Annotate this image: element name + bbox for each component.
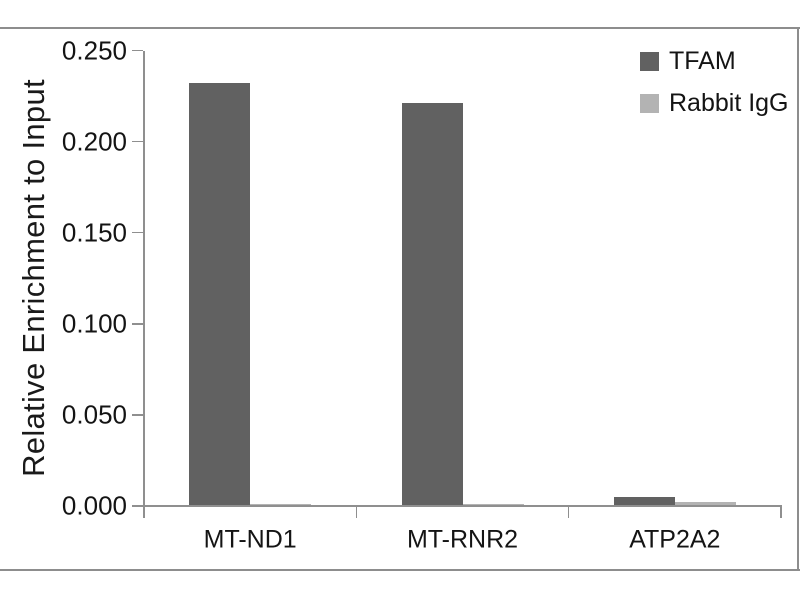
frame-bottom-rule bbox=[0, 569, 800, 571]
frame-right-rule bbox=[797, 27, 799, 571]
legend-swatch-rabbit-igg bbox=[640, 94, 659, 113]
y-tick-label: 0.050 bbox=[61, 399, 127, 430]
frame-top-rule bbox=[0, 27, 800, 29]
y-tick-label: 0.150 bbox=[61, 217, 127, 248]
bar-tfam-mt-nd1 bbox=[189, 83, 251, 506]
x-tick-mark bbox=[355, 505, 358, 518]
x-category-label: ATP2A2 bbox=[629, 525, 721, 554]
bar-rabbit-igg-mt-nd1 bbox=[250, 504, 312, 506]
bar-tfam-mt-rnr2 bbox=[401, 103, 463, 506]
y-tick-label: 0.100 bbox=[61, 308, 127, 339]
y-tick-mark bbox=[132, 323, 144, 325]
legend: TFAM Rabbit IgG bbox=[640, 43, 789, 127]
x-tick-mark bbox=[143, 505, 145, 518]
legend-item-rabbit-igg: Rabbit IgG bbox=[640, 85, 789, 122]
bar-rabbit-igg-mt-rnr2 bbox=[462, 504, 524, 506]
legend-item-tfam: TFAM bbox=[640, 43, 789, 80]
x-tick-mark bbox=[780, 505, 782, 518]
y-tick-mark bbox=[132, 140, 144, 143]
legend-swatch-tfam bbox=[640, 52, 659, 71]
y-tick-mark bbox=[132, 505, 144, 507]
x-category-label: MT-RNR2 bbox=[406, 525, 519, 554]
y-tick-mark bbox=[132, 414, 144, 416]
legend-label-rabbit-igg: Rabbit IgG bbox=[669, 89, 789, 117]
x-axis-line bbox=[143, 505, 782, 507]
bar-tfam-atp2a2 bbox=[614, 496, 676, 506]
legend-label-tfam: TFAM bbox=[669, 47, 736, 75]
y-tick-mark bbox=[132, 231, 144, 234]
x-tick-mark bbox=[567, 505, 570, 518]
y-tick-label: 0.200 bbox=[61, 126, 127, 157]
bar-rabbit-igg-atp2a2 bbox=[675, 502, 737, 506]
y-tick-label: 0.250 bbox=[61, 35, 127, 65]
plot-area bbox=[132, 49, 782, 518]
y-axis-line bbox=[143, 50, 145, 507]
x-category-label: MT-ND1 bbox=[203, 525, 297, 554]
y-tick-label: 0.000 bbox=[61, 490, 127, 521]
y-tick-mark bbox=[132, 49, 144, 52]
